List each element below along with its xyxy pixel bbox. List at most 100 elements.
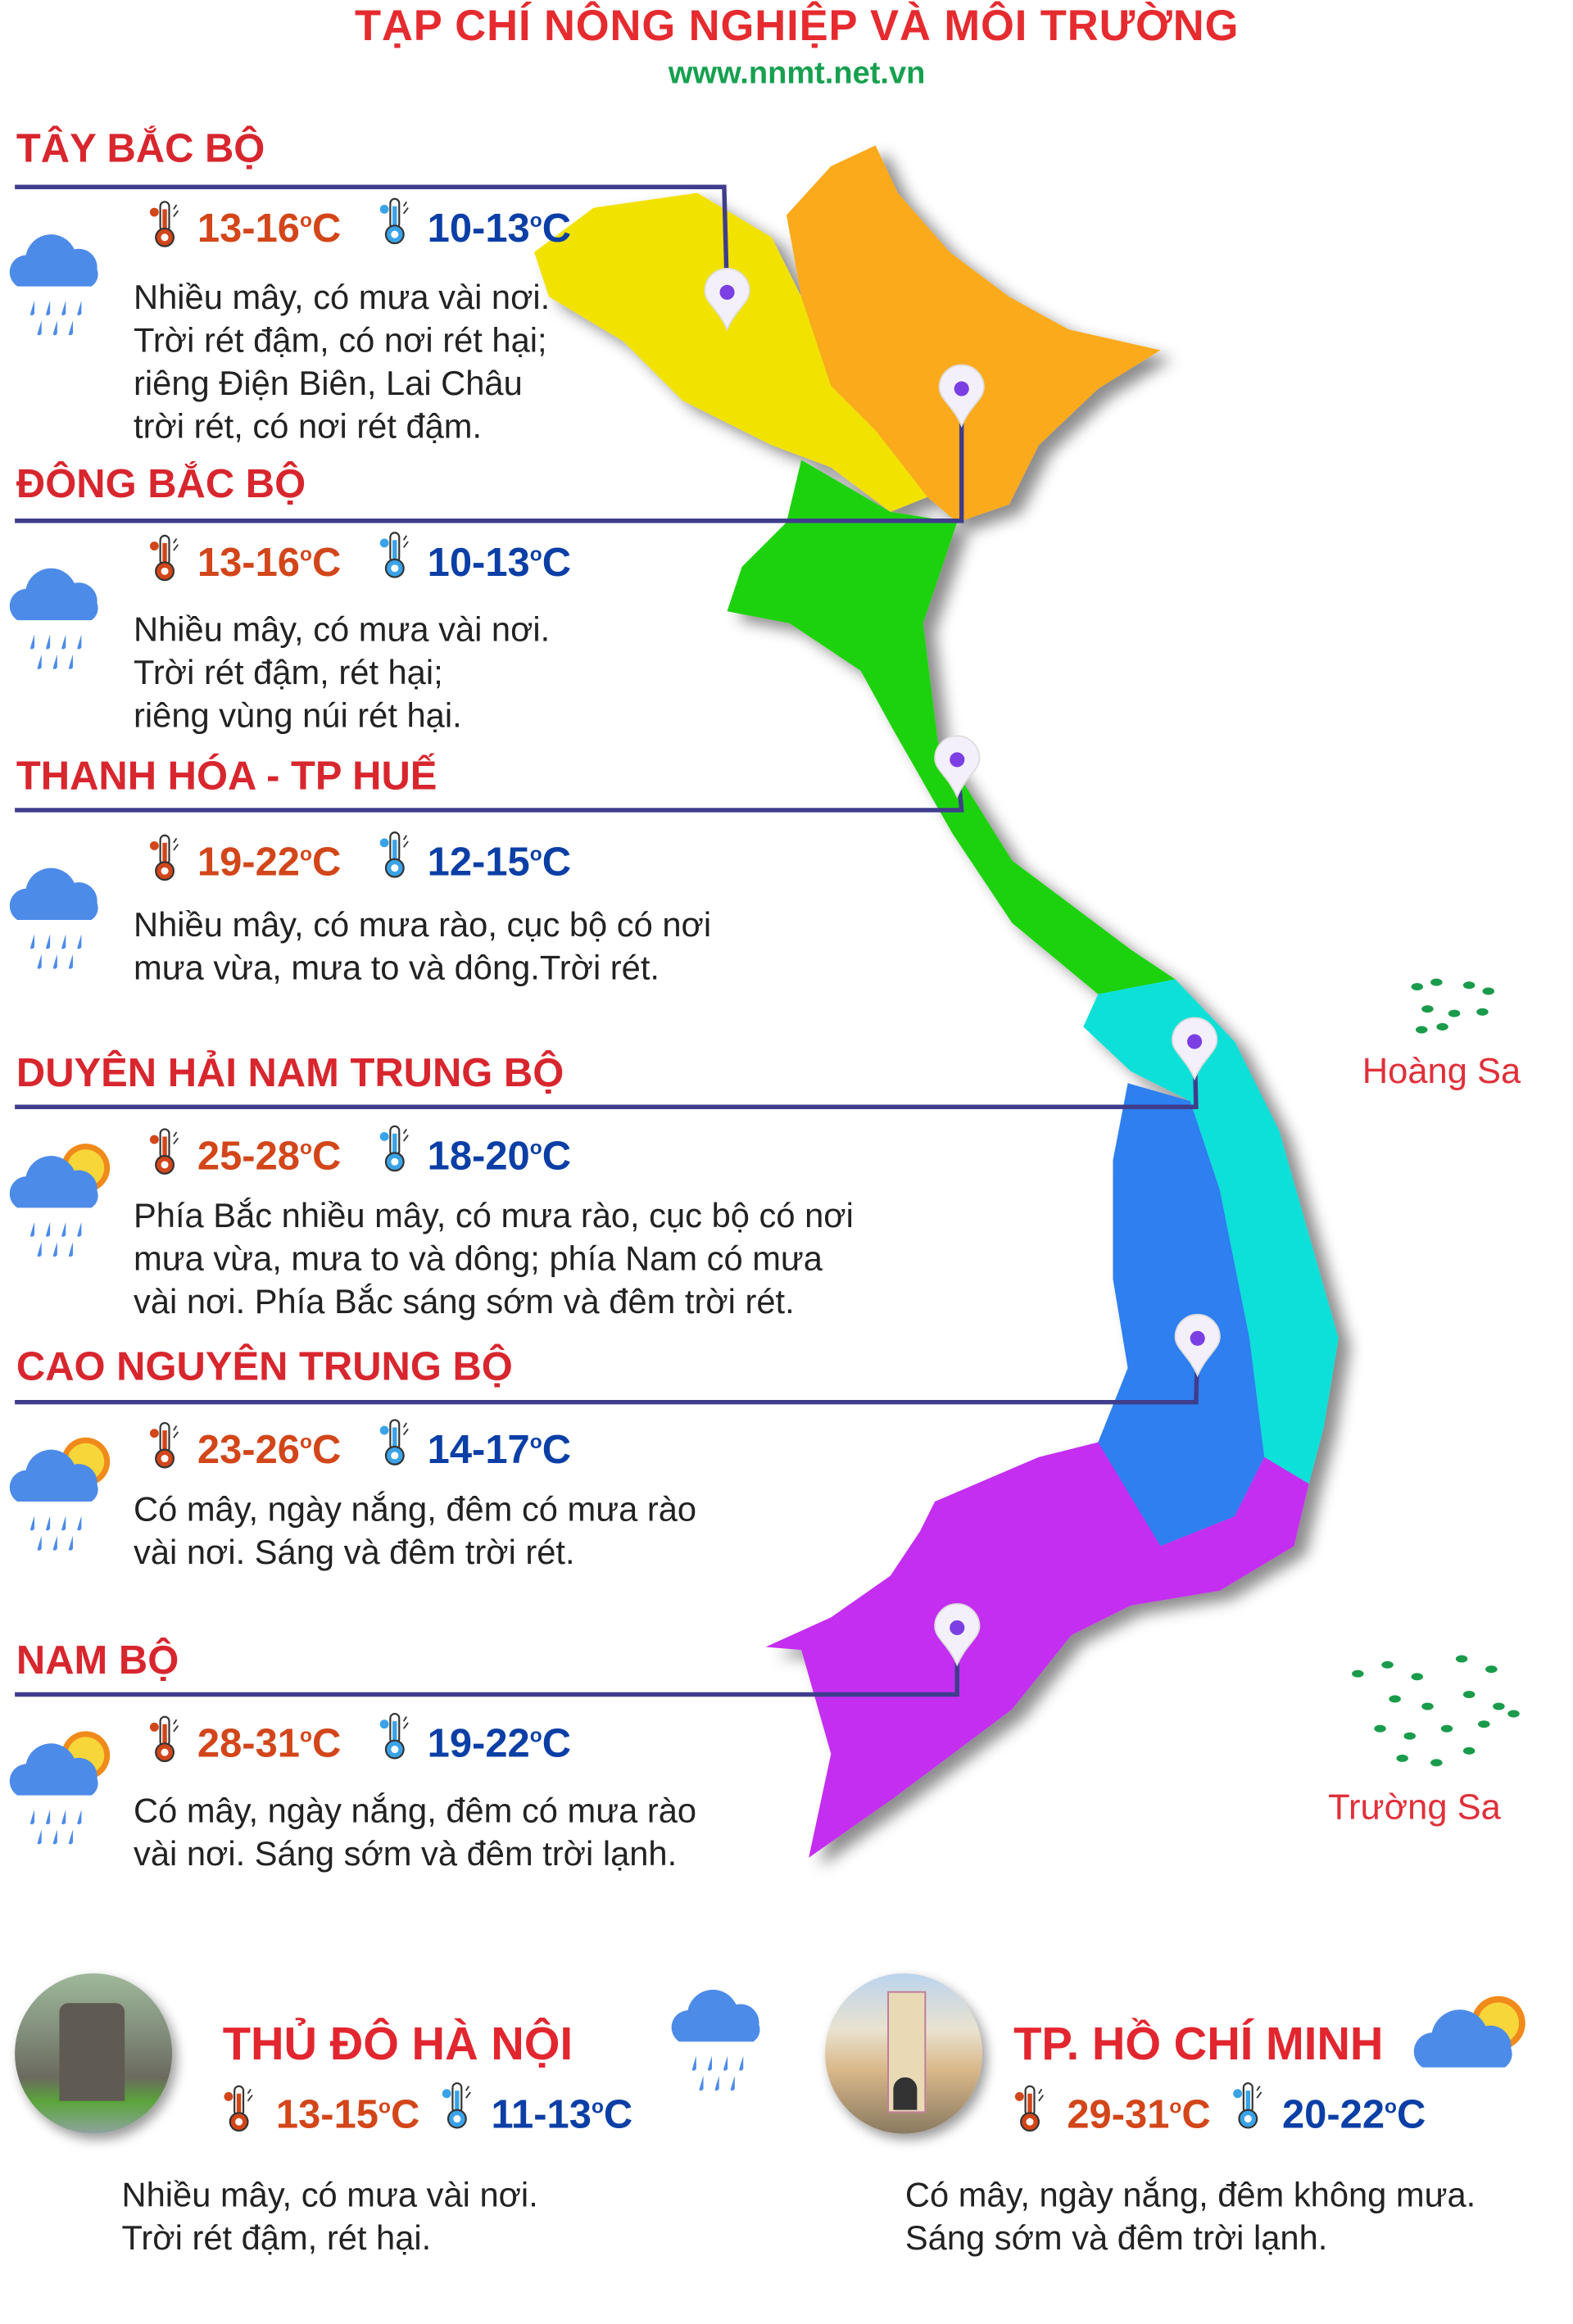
region-description-line: mưa vừa, mưa to và dông; phía Nam có mưa [134, 1239, 823, 1278]
island-mark [1421, 1005, 1434, 1013]
island-mark [1381, 1660, 1394, 1669]
high-temp-value: 28-31 [197, 1721, 300, 1766]
sun-cloud-rain-icon [6, 1724, 112, 1860]
region-heading: DUYÊN HẢI NAM TRUNG BỘ [16, 1050, 564, 1095]
high-temp-value: 25-28 [197, 1133, 300, 1179]
high-temperature: 13-15oC [275, 2091, 420, 2137]
island-mark [1462, 1690, 1476, 1699]
map-region [727, 460, 1176, 994]
city-description-line: Sáng sớm và đêm trời lạnh. [904, 2218, 1328, 2257]
island-mark [1389, 1695, 1401, 1703]
low-temp-value: 20-22 [1281, 2091, 1385, 2137]
location-pin-icon[interactable] [938, 364, 985, 428]
region-description-line: riêng Điện Biên, Lai Châu [134, 363, 523, 402]
location-pin-icon[interactable] [934, 735, 981, 799]
rain-cloud-icon [6, 549, 112, 685]
high-temp-value: 13-16 [197, 540, 300, 585]
low-temperature: 20-22oC [1281, 2091, 1426, 2137]
location-pin-icon[interactable] [934, 1603, 981, 1667]
low-temperature: 18-20oC [427, 1133, 572, 1179]
region-description-line: vài nơi. Sáng sớm và đêm trời lạnh. [134, 1833, 678, 1873]
island-mark [1430, 1759, 1443, 1767]
hot-thermometer-icon [148, 834, 181, 889]
region-description-line: Có mây, ngày nắng, đêm có mưa rào [134, 1489, 697, 1529]
island-mark [1374, 1724, 1386, 1733]
page-title: TẠP CHÍ NÔNG NGHIỆP VÀ MÔI TRƯỜNG [354, 2, 1240, 51]
island-mark [1462, 981, 1476, 990]
map-region [786, 145, 1161, 523]
cold-thermometer-icon [379, 1419, 411, 1474]
city-name: THỦ ĐÔ HÀ NỘI [222, 2018, 573, 2070]
site-url[interactable]: www.nnmt.net.vn [668, 56, 926, 91]
island-mark [1430, 978, 1443, 986]
island-mark [1415, 1026, 1428, 1034]
truong-sa-label: Trường Sa [1328, 1787, 1501, 1828]
island-mark [1482, 987, 1494, 995]
region-description-line: Phía Bắc nhiều mây, có mưa rào, cục bộ c… [134, 1195, 854, 1235]
region-heading: ĐÔNG BẮC BỘ [16, 461, 306, 506]
region-description-line: vài nơi. Sáng và đêm trời rét. [134, 1533, 575, 1572]
cold-thermometer-icon [441, 2082, 474, 2136]
high-temp-value: 13-15 [275, 2091, 379, 2137]
hoang-sa-label: Hoàng Sa [1362, 1052, 1521, 1093]
low-temp-value: 18-20 [427, 1133, 530, 1179]
city-description-line: Trời rét đậm, rét hại. [121, 2218, 432, 2257]
hot-thermometer-icon [148, 1715, 181, 1770]
region-description-line: Trời rét đậm, rét hại; [134, 652, 443, 692]
region-heading: TÂY BẮC BỘ [16, 125, 265, 171]
island-mark [1493, 1702, 1505, 1710]
region-description-line: Nhiều mây, có mưa rào, cục bộ có nơi [134, 904, 712, 944]
hot-thermometer-icon [148, 1128, 181, 1183]
low-temp-value: 14-17 [427, 1427, 530, 1472]
high-temp-value: 19-22 [197, 840, 300, 885]
island-mark [1421, 1702, 1434, 1710]
region-description-line: vài nơi. Phía Bắc sáng sớm và đêm trời r… [134, 1281, 795, 1321]
high-temp-value: 13-16 [197, 206, 300, 251]
cold-thermometer-icon [1231, 2082, 1264, 2136]
low-temperature: 14-17oC [427, 1427, 572, 1472]
location-pin-icon[interactable] [1172, 1017, 1218, 1081]
sun-cloud-rain-icon [6, 1430, 112, 1566]
island-mark [1436, 1022, 1448, 1031]
island-mark [1478, 1720, 1490, 1728]
sun-cloud-rain-icon [6, 1136, 112, 1272]
low-temp-value: 11-13 [491, 2091, 592, 2137]
high-temperature: 28-31oC [197, 1721, 342, 1766]
rain-cloud-icon [6, 215, 112, 351]
hot-thermometer-icon [148, 534, 181, 589]
high-temperature: 25-28oC [197, 1133, 342, 1179]
island-mark [1352, 1669, 1364, 1678]
region-heading: CAO NGUYÊN TRUNG BỘ [16, 1344, 513, 1389]
city-description-line: Có mây, ngày nắng, đêm không mưa. [904, 2175, 1476, 2214]
hot-thermometer-icon [148, 201, 181, 256]
high-temperature: 13-16oC [197, 540, 342, 585]
hot-thermometer-icon [148, 1421, 181, 1476]
cold-thermometer-icon [379, 831, 411, 886]
low-temperature: 12-15oC [427, 840, 572, 885]
city-name: TP. HỒ CHÍ MINH [1013, 2018, 1384, 2070]
low-temperature: 19-22oC [427, 1721, 572, 1766]
ben-thanh-market-photo [825, 1973, 983, 2134]
island-mark [1462, 1746, 1476, 1755]
island-mark [1396, 1754, 1408, 1762]
high-temperature: 13-16oC [197, 206, 342, 251]
sun-cloud-icon [1410, 1988, 1529, 2138]
hot-thermometer-icon [223, 2085, 256, 2140]
leader-line [15, 184, 730, 297]
map-region [534, 193, 928, 512]
island-mark [1485, 1665, 1498, 1674]
island-mark [1411, 1673, 1424, 1681]
location-pin-icon[interactable] [1174, 1313, 1221, 1378]
high-temp-value: 23-26 [197, 1427, 300, 1472]
cold-thermometer-icon [379, 1125, 411, 1180]
location-pin-icon[interactable] [704, 267, 750, 332]
island-mark [1411, 982, 1424, 991]
city-description-line: Nhiều mây, có mưa vài nơi. [121, 2175, 538, 2214]
high-temperature: 23-26oC [197, 1427, 342, 1472]
map-region [1098, 1083, 1265, 1547]
region-heading: NAM BỘ [16, 1638, 179, 1683]
region-description-line: Có mây, ngày nắng, đêm có mưa rào [134, 1791, 697, 1830]
low-temp-value: 19-22 [427, 1721, 530, 1766]
island-mark [1448, 1009, 1461, 1017]
